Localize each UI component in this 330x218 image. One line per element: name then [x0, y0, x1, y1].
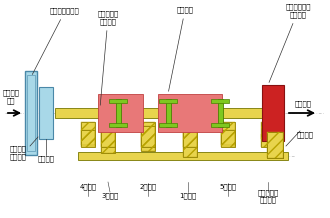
- Text: 駆動軸へ: 駆動軸へ: [295, 101, 312, 107]
- Bar: [261, 134, 275, 147]
- Text: アウトプット
シャフト: アウトプット シャフト: [269, 4, 311, 82]
- Bar: [101, 124, 115, 147]
- Bar: [141, 126, 155, 147]
- Bar: [267, 132, 283, 158]
- Text: 5速ギア: 5速ギア: [219, 184, 237, 190]
- Text: フライホイール: フライホイール: [32, 8, 80, 75]
- Bar: [211, 123, 229, 127]
- Bar: [159, 123, 177, 127]
- Bar: [211, 99, 229, 103]
- Bar: [183, 122, 197, 157]
- Text: スリーブ: スリーブ: [169, 7, 193, 91]
- Text: エンジン
から: エンジン から: [3, 90, 19, 104]
- Bar: [27, 75, 35, 151]
- Bar: [141, 122, 155, 151]
- Bar: [81, 130, 95, 147]
- Bar: [166, 99, 171, 127]
- Bar: [267, 132, 283, 158]
- Bar: [81, 122, 95, 145]
- Bar: [221, 130, 235, 147]
- Bar: [261, 122, 275, 139]
- Bar: [183, 122, 197, 157]
- Bar: [116, 99, 121, 127]
- Bar: [267, 132, 283, 158]
- Bar: [25, 71, 37, 155]
- Text: インプット
シャフト: インプット シャフト: [97, 11, 118, 105]
- Text: 4速直結: 4速直結: [80, 184, 97, 190]
- Bar: [101, 122, 115, 153]
- Text: クラッチ: クラッチ: [38, 156, 54, 162]
- Text: 1速ギア: 1速ギア: [180, 193, 197, 199]
- Bar: [39, 87, 53, 139]
- Bar: [141, 126, 155, 147]
- Bar: [221, 122, 235, 145]
- Text: 3速ギア: 3速ギア: [101, 193, 118, 199]
- Bar: [261, 134, 275, 147]
- Bar: [261, 122, 275, 139]
- Bar: [55, 108, 273, 118]
- Bar: [81, 122, 95, 145]
- Bar: [81, 130, 95, 147]
- Bar: [218, 99, 223, 127]
- Text: 後進ギア: 後進ギア: [297, 132, 314, 138]
- Text: 2速ギア: 2速ギア: [140, 184, 156, 190]
- Bar: [109, 123, 127, 127]
- Bar: [159, 99, 177, 103]
- Bar: [221, 130, 235, 147]
- Bar: [98, 94, 143, 132]
- Bar: [101, 122, 115, 153]
- Bar: [109, 99, 127, 103]
- Bar: [183, 120, 197, 147]
- Bar: [141, 122, 155, 151]
- Text: クランク
シャフト: クランク シャフト: [10, 146, 26, 160]
- Bar: [101, 124, 115, 147]
- Text: カウンター
シャフト: カウンター シャフト: [257, 189, 279, 203]
- Bar: [158, 94, 222, 132]
- Bar: [183, 120, 197, 147]
- Bar: [262, 85, 284, 141]
- Bar: [221, 122, 235, 145]
- Bar: [78, 152, 288, 160]
